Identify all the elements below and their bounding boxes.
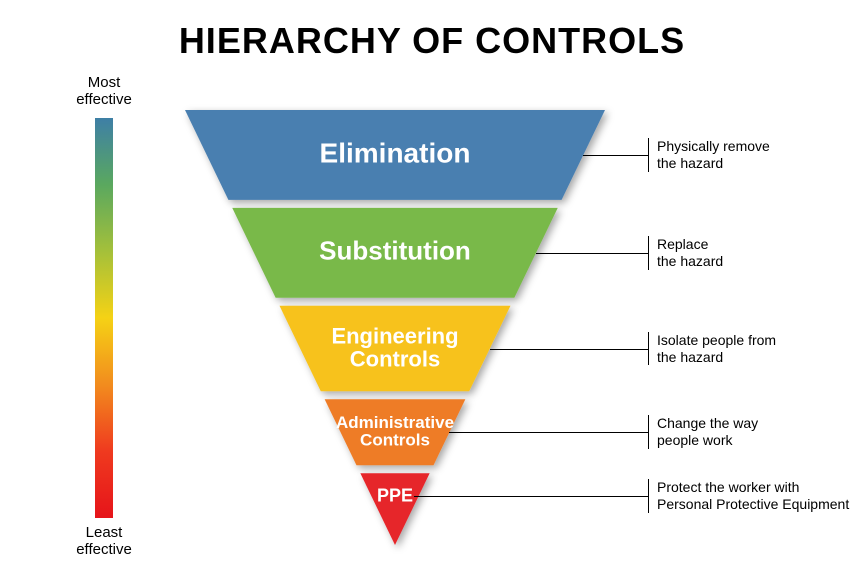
description-administrative: Change the waypeople work xyxy=(648,415,758,449)
connector-substitution xyxy=(536,253,648,254)
pyramid-label-elimination: Elimination xyxy=(320,137,471,168)
connector-engineering xyxy=(490,349,648,350)
pyramid-label-substitution: Substitution xyxy=(319,236,471,266)
connector-ppe xyxy=(414,496,648,497)
description-engineering: Isolate people fromthe hazard xyxy=(648,332,776,366)
pyramid-label-ppe: PPE xyxy=(377,486,413,506)
description-substitution: Replacethe hazard xyxy=(648,236,723,270)
connector-administrative xyxy=(449,432,648,433)
pyramid-label-engineering: EngineeringControls xyxy=(331,323,458,371)
description-elimination: Physically removethe hazard xyxy=(648,138,770,172)
connector-elimination xyxy=(583,155,648,156)
description-ppe: Protect the worker withPersonal Protecti… xyxy=(648,479,849,513)
pyramid-band-ppe xyxy=(360,473,429,545)
